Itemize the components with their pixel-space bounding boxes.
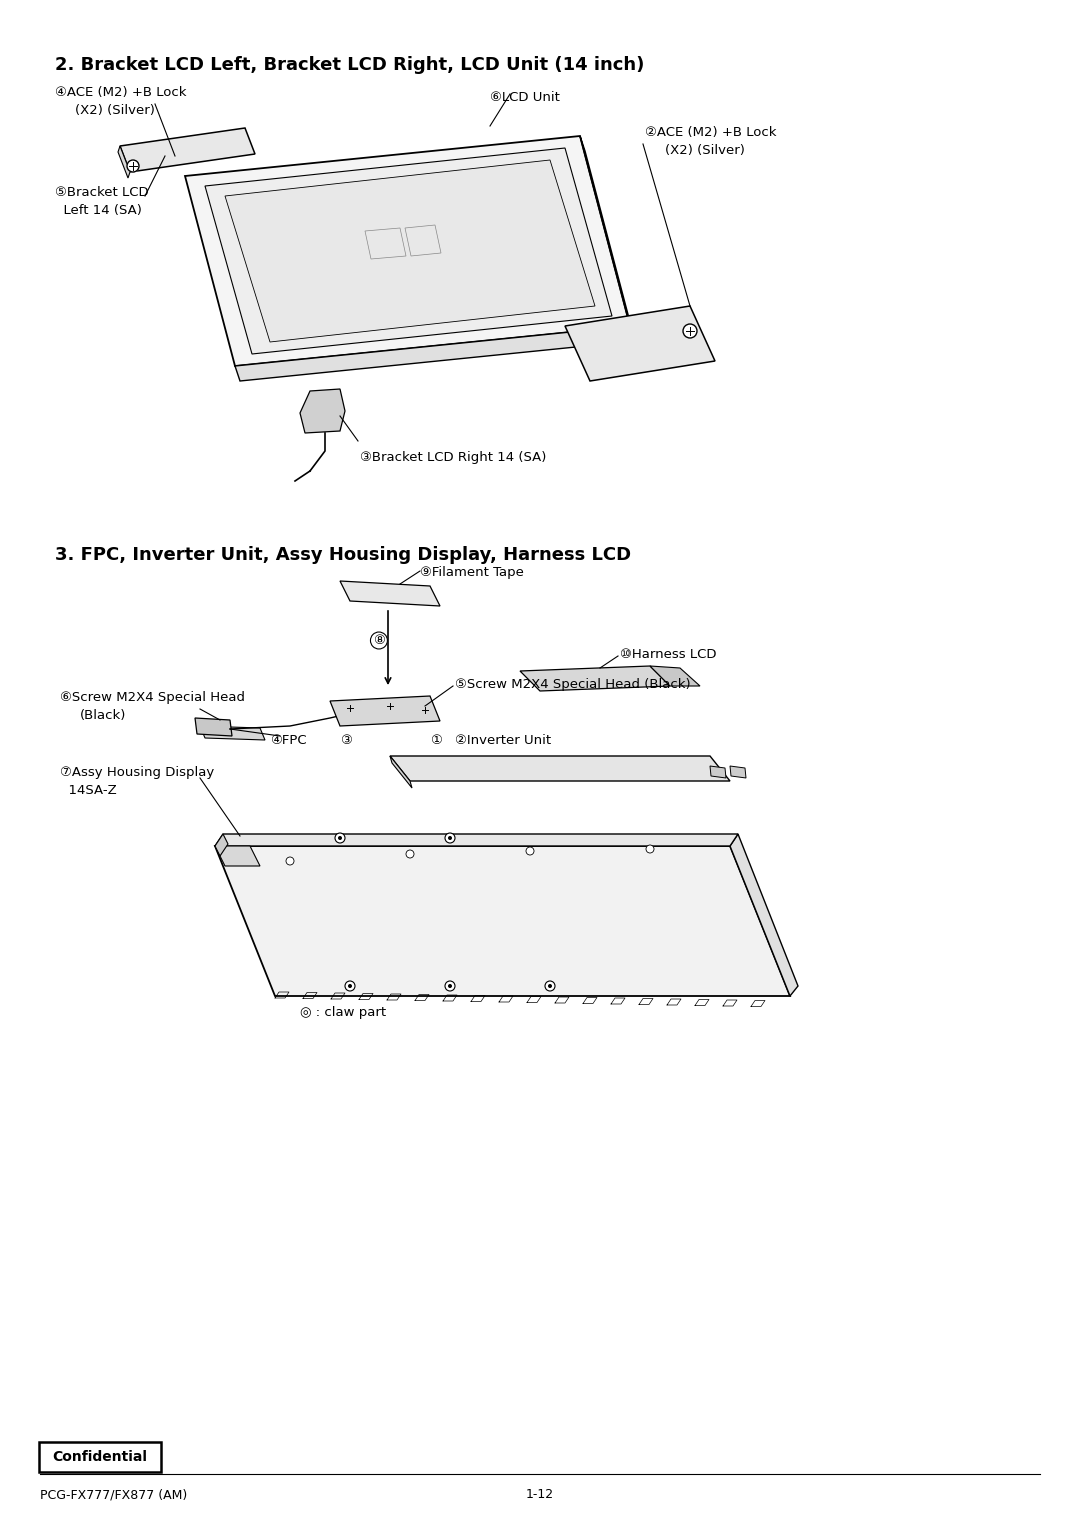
Polygon shape	[650, 665, 700, 687]
Circle shape	[545, 981, 555, 990]
Polygon shape	[390, 755, 730, 781]
Text: ⑤Screw M2X4 Special Head (Black): ⑤Screw M2X4 Special Head (Black)	[455, 678, 690, 691]
Bar	[590, 327, 598, 334]
Polygon shape	[330, 696, 440, 726]
Bar	[167, 148, 180, 157]
Circle shape	[683, 324, 697, 337]
Circle shape	[338, 836, 342, 839]
Text: ②Inverter Unit: ②Inverter Unit	[455, 734, 551, 748]
Text: 3. FPC, Inverter Unit, Assy Housing Display, Harness LCD: 3. FPC, Inverter Unit, Assy Housing Disp…	[55, 546, 631, 565]
Polygon shape	[205, 148, 612, 354]
Bar	[198, 143, 211, 153]
Text: ⑧: ⑧	[373, 633, 384, 647]
Polygon shape	[215, 845, 789, 996]
Circle shape	[345, 981, 355, 990]
Text: 2. Bracket LCD Left, Bracket LCD Right, LCD Unit (14 inch): 2. Bracket LCD Left, Bracket LCD Right, …	[55, 56, 645, 73]
Circle shape	[548, 984, 552, 987]
Bar	[138, 151, 151, 162]
Polygon shape	[710, 766, 726, 778]
Polygon shape	[185, 136, 630, 366]
Circle shape	[526, 847, 534, 855]
Circle shape	[646, 845, 654, 853]
Text: ②ACE (M2) +B Lock: ②ACE (M2) +B Lock	[645, 127, 777, 139]
Text: ⑩Harness LCD: ⑩Harness LCD	[620, 649, 716, 661]
Polygon shape	[235, 327, 635, 382]
Circle shape	[127, 160, 139, 172]
Polygon shape	[215, 835, 228, 856]
Text: ③: ③	[340, 734, 352, 748]
Circle shape	[445, 981, 455, 990]
Polygon shape	[519, 665, 670, 691]
Text: (X2) (Silver): (X2) (Silver)	[75, 104, 154, 118]
Text: (X2) (Silver): (X2) (Silver)	[665, 143, 745, 157]
Text: ③Bracket LCD Right 14 (SA): ③Bracket LCD Right 14 (SA)	[360, 452, 546, 464]
Circle shape	[286, 858, 294, 865]
Polygon shape	[300, 389, 345, 433]
Polygon shape	[565, 307, 715, 382]
Polygon shape	[225, 160, 595, 342]
Text: (Black): (Black)	[80, 710, 126, 722]
Circle shape	[384, 700, 395, 711]
Text: ⑥Screw M2X4 Special Head: ⑥Screw M2X4 Special Head	[60, 691, 245, 703]
Polygon shape	[390, 755, 411, 787]
Text: 1-12: 1-12	[526, 1488, 554, 1502]
Text: Confidential: Confidential	[53, 1450, 148, 1463]
Bar	[639, 319, 649, 327]
FancyBboxPatch shape	[39, 1442, 161, 1473]
Polygon shape	[215, 835, 738, 845]
Text: PCG-FX777/FX877 (AM): PCG-FX777/FX877 (AM)	[40, 1488, 187, 1502]
Circle shape	[348, 984, 352, 987]
Polygon shape	[120, 128, 255, 172]
Circle shape	[420, 705, 430, 716]
Text: ⑦Assy Housing Display: ⑦Assy Housing Display	[60, 766, 214, 778]
Polygon shape	[730, 766, 746, 778]
Text: ④ACE (M2) +B Lock: ④ACE (M2) +B Lock	[55, 85, 187, 99]
Circle shape	[448, 984, 453, 987]
Text: Left 14 (SA): Left 14 (SA)	[55, 204, 141, 217]
Text: ④FPC: ④FPC	[270, 734, 307, 748]
Text: ①: ①	[430, 734, 442, 748]
Text: ⑤Bracket LCD: ⑤Bracket LCD	[55, 186, 149, 198]
Polygon shape	[200, 726, 265, 740]
Text: ⑥LCD Unit: ⑥LCD Unit	[490, 92, 559, 104]
Polygon shape	[118, 146, 130, 179]
Polygon shape	[215, 845, 260, 865]
Polygon shape	[195, 719, 232, 736]
Bar	[615, 324, 624, 331]
Text: 14SA-Z: 14SA-Z	[60, 784, 117, 797]
Text: ⑨Filament Tape: ⑨Filament Tape	[420, 566, 524, 578]
Circle shape	[448, 836, 453, 839]
Circle shape	[335, 833, 345, 842]
Polygon shape	[580, 136, 635, 340]
Circle shape	[445, 833, 455, 842]
Polygon shape	[730, 835, 798, 996]
Circle shape	[345, 703, 355, 713]
Circle shape	[406, 850, 414, 858]
Polygon shape	[340, 581, 440, 606]
Text: ◎ : claw part: ◎ : claw part	[300, 1006, 387, 1019]
Bar	[664, 316, 674, 324]
